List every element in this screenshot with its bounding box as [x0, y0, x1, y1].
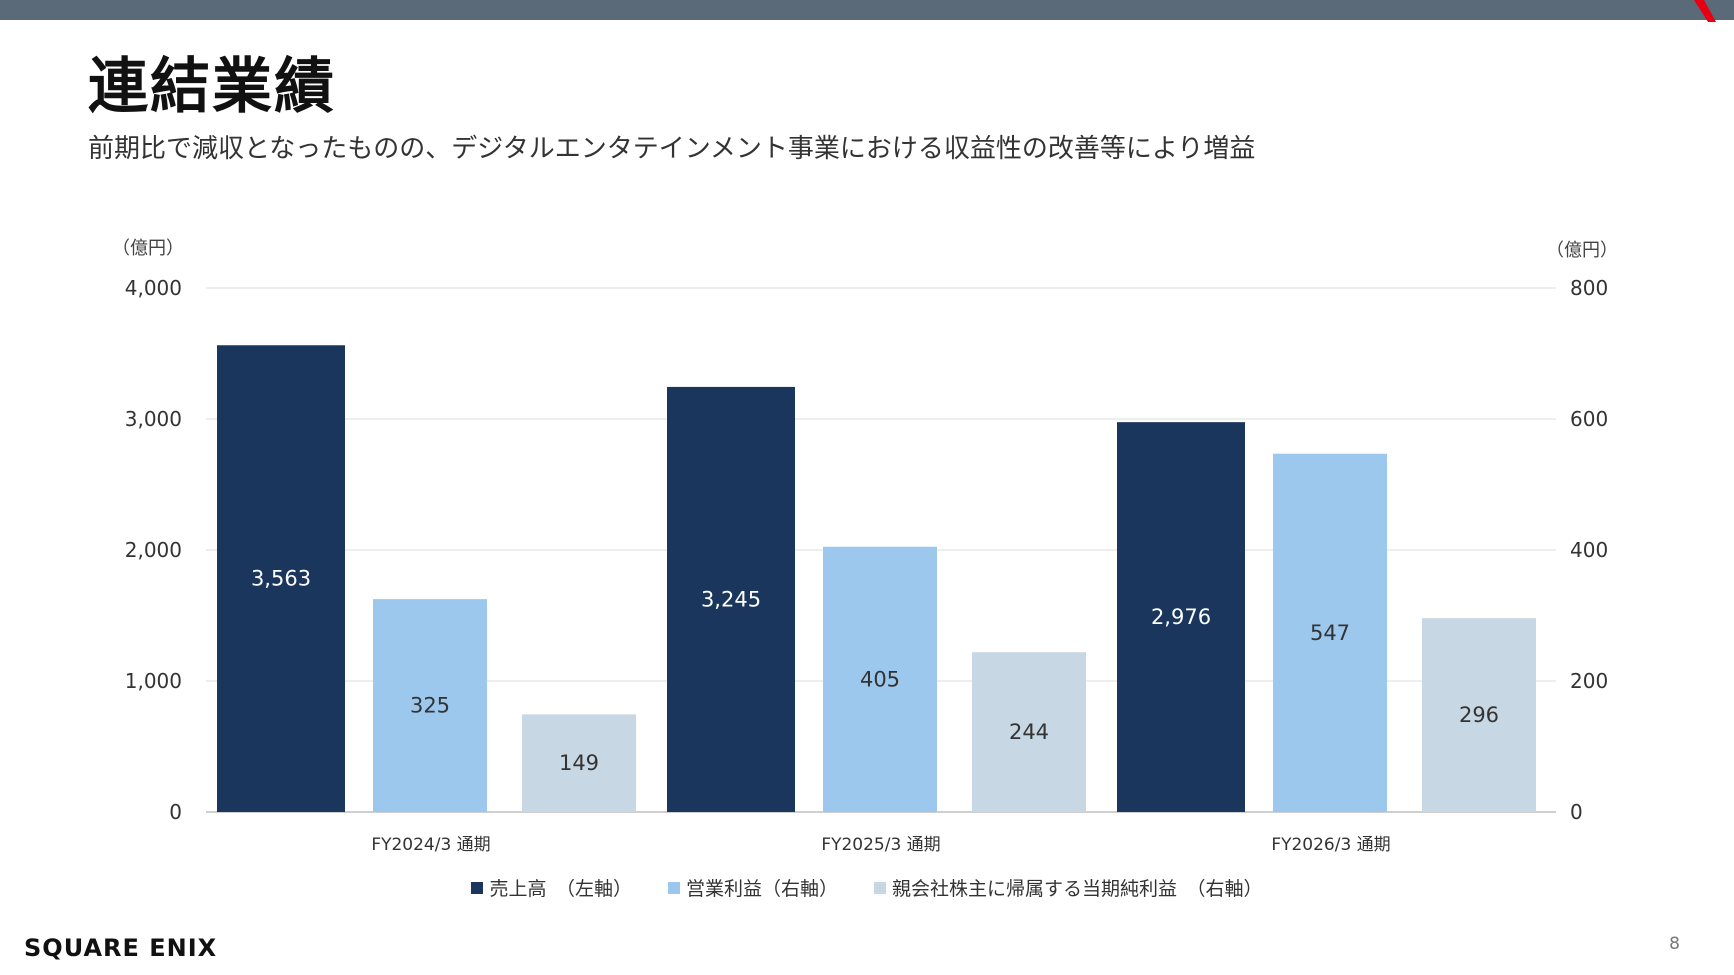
right-axis-tick-label: 0	[1570, 800, 1583, 824]
right-axis-tick-label: 800	[1570, 276, 1608, 300]
bar-data-label: 325	[410, 694, 450, 718]
right-axis-tick-label: 600	[1570, 407, 1608, 431]
bar-data-label: 149	[559, 751, 599, 775]
bar-operating-profit	[823, 546, 937, 812]
bar-data-label: 2,976	[1151, 605, 1211, 629]
bar-revenue	[217, 345, 345, 812]
bar-revenue	[667, 386, 795, 812]
bar-chart: 0 1,000 2,000 3,000 4,000 0 200 400 600 800 （億円） （億…	[112, 238, 1618, 855]
legend-swatch-net-income	[874, 881, 886, 894]
left-axis-tick-label: 4,000	[125, 276, 182, 300]
legend-item-operating-profit: 営業利益（右軸）	[667, 874, 838, 901]
x-axis-category-label: FY2026/3 通期	[1271, 835, 1390, 855]
legend-swatch-operating-profit	[667, 881, 680, 894]
bar-data-label: 547	[1310, 621, 1350, 645]
legend-item-net-income: 親会社株主に帰属する当期純利益 （右軸）	[874, 874, 1263, 901]
legend-swatch-revenue	[471, 881, 484, 894]
right-axis-tick-label: 400	[1570, 538, 1608, 562]
bar-operating-profit	[373, 599, 487, 812]
bar-data-label: 3,245	[701, 587, 761, 611]
left-axis-tick-label: 3,000	[125, 407, 182, 431]
right-axis-tick-label: 200	[1570, 669, 1608, 693]
right-axis-unit-label: （億円）	[1546, 240, 1618, 261]
bar-data-label: 3,563	[251, 567, 311, 591]
bar-net-income	[972, 652, 1086, 812]
bar-data-label: 405	[860, 667, 900, 691]
bar-net-income	[522, 714, 636, 812]
chart-legend: 売上高 （左軸） 営業利益（右軸） 親会社株主に帰属する当期純利益 （右軸）	[0, 874, 1734, 901]
page-subtitle: 前期比で減収となったものの、デジタルエンタテインメント事業における収益性の改善等…	[88, 134, 1256, 164]
legend-label-revenue: 売上高 （左軸）	[489, 878, 632, 900]
corner-accent-icon	[1694, 0, 1716, 22]
square-enix-logo: SQUARE ENIX	[24, 934, 218, 962]
bar-data-label: 296	[1459, 703, 1499, 727]
left-axis-tick-label: 0	[169, 800, 182, 824]
legend-label-net-income: 親会社株主に帰属する当期純利益 （右軸）	[892, 878, 1263, 900]
legend-label-operating-profit: 営業利益（右軸）	[685, 878, 838, 900]
left-axis-tick-label: 2,000	[125, 538, 182, 562]
x-axis-category-label: FY2025/3 通期	[821, 835, 940, 855]
page-title: 連結業績	[88, 52, 336, 122]
bar-revenue	[1117, 422, 1245, 812]
top-bar	[0, 0, 1734, 20]
x-axis-category-label: FY2024/3 通期	[371, 835, 490, 855]
bar-data-label: 244	[1009, 720, 1049, 744]
left-axis-tick-label: 1,000	[125, 669, 182, 693]
left-axis-unit-label: （億円）	[112, 238, 184, 259]
page-number: 8	[1669, 934, 1680, 954]
legend-item-revenue: 売上高 （左軸）	[471, 874, 632, 901]
bar-net-income	[1422, 618, 1536, 812]
bar-operating-profit	[1273, 453, 1387, 812]
